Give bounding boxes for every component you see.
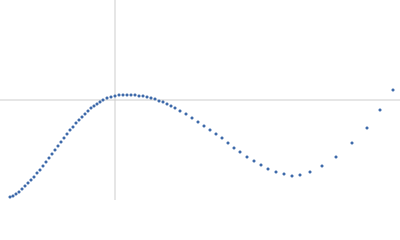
data-point bbox=[252, 159, 256, 163]
data-point bbox=[23, 184, 27, 188]
data-point bbox=[149, 96, 153, 100]
data-point bbox=[196, 120, 200, 124]
data-point bbox=[173, 106, 177, 110]
data-point bbox=[14, 192, 18, 196]
data-point bbox=[121, 93, 125, 97]
data-point bbox=[38, 168, 42, 172]
data-point bbox=[308, 170, 312, 174]
data-point bbox=[89, 106, 93, 110]
data-point bbox=[290, 174, 294, 178]
data-point bbox=[259, 163, 263, 167]
data-point bbox=[47, 156, 51, 160]
data-point bbox=[41, 164, 45, 168]
data-point bbox=[145, 95, 149, 99]
data-point bbox=[65, 132, 69, 136]
data-point bbox=[32, 175, 36, 179]
data-point bbox=[35, 171, 39, 175]
data-point bbox=[133, 93, 137, 97]
data-point bbox=[320, 164, 324, 168]
data-point bbox=[266, 167, 270, 171]
data-point bbox=[101, 98, 105, 102]
data-point bbox=[226, 141, 230, 145]
data-point bbox=[245, 155, 249, 159]
data-point bbox=[378, 108, 382, 112]
data-point bbox=[178, 109, 182, 113]
data-point bbox=[274, 170, 278, 174]
data-point bbox=[190, 116, 194, 120]
data-point bbox=[141, 94, 145, 98]
data-point bbox=[129, 93, 133, 97]
data-point bbox=[53, 148, 57, 152]
chart bbox=[0, 0, 400, 200]
data-point bbox=[214, 132, 218, 136]
data-point bbox=[350, 141, 354, 145]
data-point bbox=[184, 112, 188, 116]
data-point bbox=[56, 144, 60, 148]
data-point bbox=[86, 109, 90, 113]
data-point bbox=[125, 93, 129, 97]
data-point bbox=[208, 128, 212, 132]
data-point bbox=[282, 172, 286, 176]
data-point bbox=[80, 115, 84, 119]
data-point bbox=[8, 195, 12, 199]
data-point bbox=[11, 194, 15, 198]
data-point bbox=[157, 99, 161, 103]
data-point bbox=[117, 93, 121, 97]
data-point bbox=[334, 155, 338, 159]
data-point bbox=[137, 94, 141, 98]
data-point bbox=[50, 152, 54, 156]
data-point bbox=[62, 136, 66, 140]
data-point bbox=[113, 94, 117, 98]
data-point bbox=[153, 97, 157, 101]
data-point bbox=[29, 178, 33, 182]
data-point bbox=[59, 140, 63, 144]
data-point bbox=[298, 173, 302, 177]
data-point bbox=[220, 136, 224, 140]
data-point bbox=[68, 128, 72, 132]
data-point bbox=[44, 160, 48, 164]
data-point bbox=[169, 104, 173, 108]
data-point bbox=[232, 146, 236, 150]
data-point bbox=[20, 187, 24, 191]
data-point bbox=[17, 190, 21, 194]
data-point bbox=[71, 125, 75, 129]
data-point bbox=[26, 181, 30, 185]
data-point bbox=[77, 118, 81, 122]
data-point bbox=[202, 124, 206, 128]
data-point bbox=[391, 88, 395, 92]
data-point bbox=[365, 126, 369, 130]
data-point bbox=[95, 102, 99, 106]
data-point bbox=[98, 100, 102, 104]
data-point bbox=[105, 96, 109, 100]
data-point bbox=[83, 112, 87, 116]
data-point bbox=[74, 121, 78, 125]
data-point bbox=[109, 95, 113, 99]
data-point bbox=[92, 104, 96, 108]
data-point bbox=[165, 102, 169, 106]
data-point bbox=[161, 100, 165, 104]
data-point bbox=[238, 150, 242, 154]
